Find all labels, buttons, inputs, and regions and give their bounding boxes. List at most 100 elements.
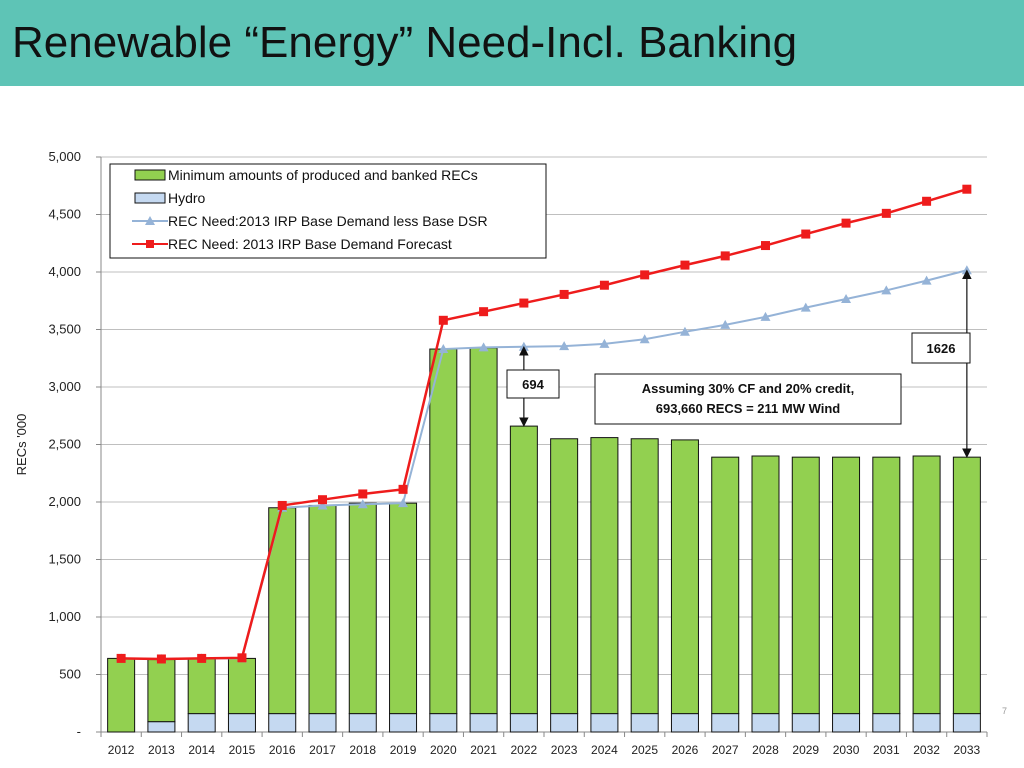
bar-hydro <box>187 713 216 733</box>
y-tick-label: 4,000 <box>48 264 81 279</box>
marker-less-dsr <box>357 499 368 509</box>
y-tick-label: 1,500 <box>48 552 81 567</box>
bar-produced-banked <box>912 455 941 715</box>
slide-title: Renewable “Energy” Need-Incl. Banking <box>12 18 798 67</box>
legend-marker <box>146 240 154 248</box>
marker-base-demand <box>197 653 207 663</box>
legend-label: REC Need:2013 IRP Base Demand less Base … <box>168 213 488 229</box>
marker-base-demand <box>640 270 650 280</box>
x-tick-label: 2019 <box>390 743 417 757</box>
x-tick-label: 2016 <box>269 743 296 757</box>
marker-less-dsr <box>800 302 811 312</box>
x-tick-label: 2022 <box>511 743 538 757</box>
bar-hydro <box>590 713 619 733</box>
bar-produced-banked <box>832 456 861 715</box>
bar-hydro <box>147 721 176 733</box>
marker-less-dsr <box>921 275 932 285</box>
bar-produced-banked <box>107 657 136 733</box>
marker-less-dsr <box>881 285 892 295</box>
x-tick-label: 2023 <box>551 743 578 757</box>
bar-hydro <box>791 713 820 733</box>
bar-hydro <box>348 713 377 733</box>
bar-produced-banked <box>227 657 256 715</box>
legend-swatch <box>134 192 166 204</box>
bar-produced-banked <box>147 659 176 723</box>
x-tick-label: 2024 <box>591 743 618 757</box>
y-tick-label: 500 <box>59 667 81 682</box>
bar-produced-banked <box>348 502 377 715</box>
marker-base-demand <box>599 280 609 290</box>
x-tick-label: 2028 <box>752 743 779 757</box>
marker-base-demand <box>841 218 851 228</box>
bar-hydro <box>711 713 740 733</box>
legend-swatch <box>134 169 166 181</box>
marker-base-demand <box>237 653 247 663</box>
y-tick-label: 2,000 <box>48 494 81 509</box>
bar-produced-banked <box>429 348 458 715</box>
gap-694-label: 694 <box>522 377 544 392</box>
x-tick-label: 2021 <box>470 743 497 757</box>
bar-hydro <box>872 713 901 733</box>
bar-hydro <box>227 713 256 733</box>
marker-base-demand <box>680 260 690 270</box>
marker-base-demand <box>559 289 569 299</box>
bar-produced-banked <box>550 438 579 715</box>
x-tick-label: 2026 <box>672 743 699 757</box>
marker-base-demand <box>438 315 448 325</box>
bar-produced-banked <box>711 456 740 715</box>
gap-694-box <box>506 369 560 399</box>
assumption-line: 693,660 RECS = 211 MW Wind <box>656 401 841 416</box>
bar-produced-banked <box>187 657 216 715</box>
bar-produced-banked <box>791 456 820 715</box>
x-tick-label: 2030 <box>833 743 860 757</box>
line-base-demand <box>121 188 968 661</box>
marker-less-dsr <box>559 341 570 351</box>
legend-label: Minimum amounts of produced and banked R… <box>168 167 478 183</box>
title-bar: Renewable “Energy” Need-Incl. Banking <box>0 0 1024 86</box>
legend-marker <box>145 216 155 225</box>
marker-base-demand <box>358 489 368 499</box>
y-tick-label: 4,500 <box>48 207 81 222</box>
bar-produced-banked <box>952 456 981 715</box>
assumption-box <box>594 373 902 425</box>
marker-less-dsr <box>438 344 449 354</box>
x-tick-label: 2014 <box>188 743 215 757</box>
marker-base-demand <box>277 500 287 510</box>
marker-less-dsr <box>760 311 771 321</box>
bar-hydro <box>509 713 538 733</box>
marker-base-demand <box>922 196 932 206</box>
legend-label: REC Need: 2013 IRP Base Demand Forecast <box>168 236 452 252</box>
bar-hydro <box>751 713 780 733</box>
y-axis-label: RECs '000 <box>14 414 29 476</box>
marker-base-demand <box>720 251 730 261</box>
x-tick-label: 2031 <box>873 743 900 757</box>
marker-base-demand <box>479 307 489 317</box>
y-tick-label: 3,500 <box>48 322 81 337</box>
x-tick-label: 2018 <box>349 743 376 757</box>
bar-produced-banked <box>509 425 538 715</box>
gap-1626-label: 1626 <box>927 341 956 356</box>
bar-hydro <box>429 713 458 733</box>
marker-less-dsr <box>639 334 650 344</box>
bar-hydro <box>268 713 297 733</box>
y-tick-label: - <box>77 724 81 739</box>
marker-less-dsr <box>398 498 409 508</box>
bar-produced-banked <box>670 439 699 715</box>
marker-base-demand <box>116 653 126 663</box>
marker-less-dsr <box>478 342 489 352</box>
bar-produced-banked <box>308 504 337 715</box>
x-tick-label: 2032 <box>913 743 940 757</box>
marker-less-dsr <box>961 265 972 275</box>
x-tick-label: 2029 <box>792 743 819 757</box>
x-tick-label: 2017 <box>309 743 336 757</box>
legend-box <box>109 163 547 259</box>
assumption-line: Assuming 30% CF and 20% credit, <box>642 381 854 396</box>
x-tick-label: 2025 <box>631 743 658 757</box>
legend-label: Hydro <box>168 190 206 206</box>
rec-need-chart: - 500 1,000 1,500 2,000 2,500 3,000 3,500 4,000 4… <box>14 149 988 757</box>
slide-number: 7 <box>1002 706 1008 716</box>
marker-base-demand <box>881 208 891 218</box>
marker-less-dsr <box>720 319 731 329</box>
marker-base-demand <box>318 495 327 505</box>
marker-base-demand <box>398 484 408 494</box>
